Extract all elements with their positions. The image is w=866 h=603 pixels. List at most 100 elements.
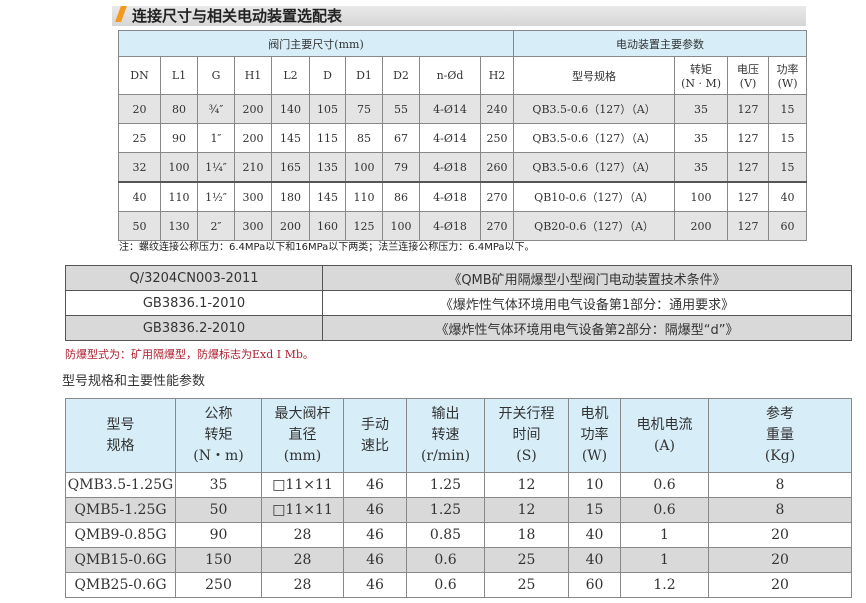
column-header: 电机 功率 (W)	[568, 398, 621, 473]
table-cell: 180	[271, 181, 310, 212]
table-cell: QB3.5-0.6（127）（A）	[513, 123, 676, 153]
table-cell: QMB9-0.85G	[65, 522, 176, 548]
table-cell: QMB25-0.6G	[65, 572, 176, 598]
table-cell: 86	[382, 181, 420, 212]
table-cell: 140	[271, 94, 310, 124]
table-cell: 105	[309, 94, 346, 124]
table-cell: 250	[175, 572, 262, 598]
table-cell: 250	[479, 123, 515, 153]
table-cell: 1½″	[197, 181, 235, 212]
column-header-row: 型号 规格 公称 转矩 (N・m) 最大阀杆 直径 (mm) 手动 速比 输出 转速 (…	[65, 398, 852, 473]
table-cell: 135	[309, 152, 346, 183]
table-cell: 46	[343, 472, 407, 498]
table-cell: 25	[484, 547, 569, 573]
column-header: 功率 (W)	[768, 56, 808, 95]
table-cell: 4-Ø18	[419, 181, 481, 212]
table-cell: 100	[382, 211, 420, 241]
section-title-bar: 连接尺寸与相关电动装置选配表	[112, 6, 806, 26]
table-cell: 127	[727, 181, 770, 212]
table-cell: QMB5-1.25G	[65, 497, 176, 523]
table-cell: 20	[708, 522, 852, 548]
table-cell: 15	[768, 94, 808, 124]
table-cell: 40	[118, 181, 161, 212]
table-row: 50 130 2″ 300 200 160 125 100 4-Ø18 270 QB20-0.6（1…	[118, 211, 808, 241]
table-cell: 1.25	[406, 497, 485, 523]
table-cell: 145	[271, 123, 310, 153]
table-cell: 300	[234, 181, 272, 212]
table-cell: 40	[568, 522, 621, 548]
table-cell: QB10-0.6（127）（A）	[513, 181, 676, 212]
table-cell: 25	[118, 123, 161, 153]
table-cell: ¾″	[197, 94, 235, 124]
column-header: D	[309, 56, 346, 95]
table-cell: 165	[271, 152, 310, 183]
table-cell: 79	[382, 152, 420, 183]
table-cell: 0.6	[406, 572, 485, 598]
column-header: D2	[382, 56, 420, 95]
table-cell: 127	[727, 94, 770, 124]
column-header: 电压 (V)	[727, 56, 770, 95]
table-cell: QMB15-0.6G	[65, 547, 176, 573]
column-header-row: DN L1 G H1 L2 D D1 D2 n-Ød H2 型号规格 转矩 (N · M) 电压 (V)…	[118, 56, 808, 95]
table-cell: 1	[620, 547, 709, 573]
table-cell: 60	[568, 572, 621, 598]
standard-row: Q/3204CN003-2011 《QMB矿用隔爆型小型阀门电动装置技术条件》	[65, 265, 852, 291]
table-cell: 85	[345, 123, 383, 153]
table-cell: 50	[175, 497, 262, 523]
standard-row: GB3836.2-2010 《爆炸性气体环境用电气设备第2部分：隔爆型“d”》	[65, 315, 852, 341]
model-spec-table: 型号 规格 公称 转矩 (N・m) 最大阀杆 直径 (mm) 手动 速比 输出 转速 (…	[65, 398, 852, 598]
table-cell: 18	[484, 522, 569, 548]
table-cell: 0.6	[406, 547, 485, 573]
table-cell: 210	[234, 152, 272, 183]
table-cell: 35	[674, 152, 729, 183]
table-cell: 15	[568, 497, 621, 523]
table-cell: 0.6	[620, 497, 709, 523]
table-cell: 200	[234, 94, 272, 124]
table-cell: 200	[674, 211, 729, 241]
table-cell: 46	[343, 497, 407, 523]
standard-name: 《QMB矿用隔爆型小型阀门电动装置技术条件》	[322, 265, 852, 291]
table-cell: 40	[768, 181, 808, 212]
table-cell: 15	[768, 152, 808, 183]
table-cell: 127	[727, 123, 770, 153]
table-cell: □11×11	[261, 472, 344, 498]
table-cell: 46	[343, 572, 407, 598]
table-cell: 100	[160, 152, 198, 183]
table-cell: 130	[160, 211, 198, 241]
standard-code: GB3836.2-2010	[65, 315, 323, 341]
group-header-row: 阀门主要尺寸(mm) 电动装置主要参数	[117, 30, 808, 57]
table-cell: 0.6	[620, 472, 709, 498]
column-header: 电机电流 (A)	[620, 398, 709, 473]
table-cell: 1.2	[620, 572, 709, 598]
column-header: 公称 转矩 (N・m)	[175, 398, 262, 473]
table-cell: 110	[345, 181, 383, 212]
table-cell: 50	[118, 211, 161, 241]
table-cell: 25	[484, 572, 569, 598]
table-cell: □11×11	[261, 497, 344, 523]
spec-section-title: 型号规格和主要性能参数	[62, 374, 206, 389]
table-cell: 100	[674, 181, 729, 212]
table-cell: 90	[175, 522, 262, 548]
table-row: QMB15-0.6G 150 28 46 0.6 25 40 1 20	[65, 547, 852, 573]
column-header: 开关行程 时间 (S)	[484, 398, 569, 473]
column-header: 手动 速比	[343, 398, 407, 473]
table-cell: 12	[484, 472, 569, 498]
table-cell: 4-Ø18	[419, 211, 481, 241]
column-header: L1	[160, 56, 198, 95]
table-cell: 2″	[197, 211, 235, 241]
table-cell: 200	[234, 123, 272, 153]
table-cell: 100	[345, 152, 383, 183]
table-cell: 127	[727, 152, 770, 183]
table-cell: 1	[620, 522, 709, 548]
table-cell: 90	[160, 123, 198, 153]
standard-row: GB3836.1-2010 《爆炸性气体环境用电气设备第1部分：通用要求》	[65, 290, 852, 316]
table-cell: 67	[382, 123, 420, 153]
table-cell: 110	[160, 181, 198, 212]
table-cell: 35	[674, 94, 729, 124]
section-title: 连接尺寸与相关电动装置选配表	[132, 7, 343, 25]
standard-code: Q/3204CN003-2011	[65, 265, 323, 291]
column-header: 输出 转速 (r/min)	[406, 398, 485, 473]
column-header: 型号规格	[513, 56, 676, 95]
table-cell: QB3.5-0.6（127）（A）	[513, 94, 676, 124]
column-header: 转矩 (N · M)	[674, 56, 729, 95]
